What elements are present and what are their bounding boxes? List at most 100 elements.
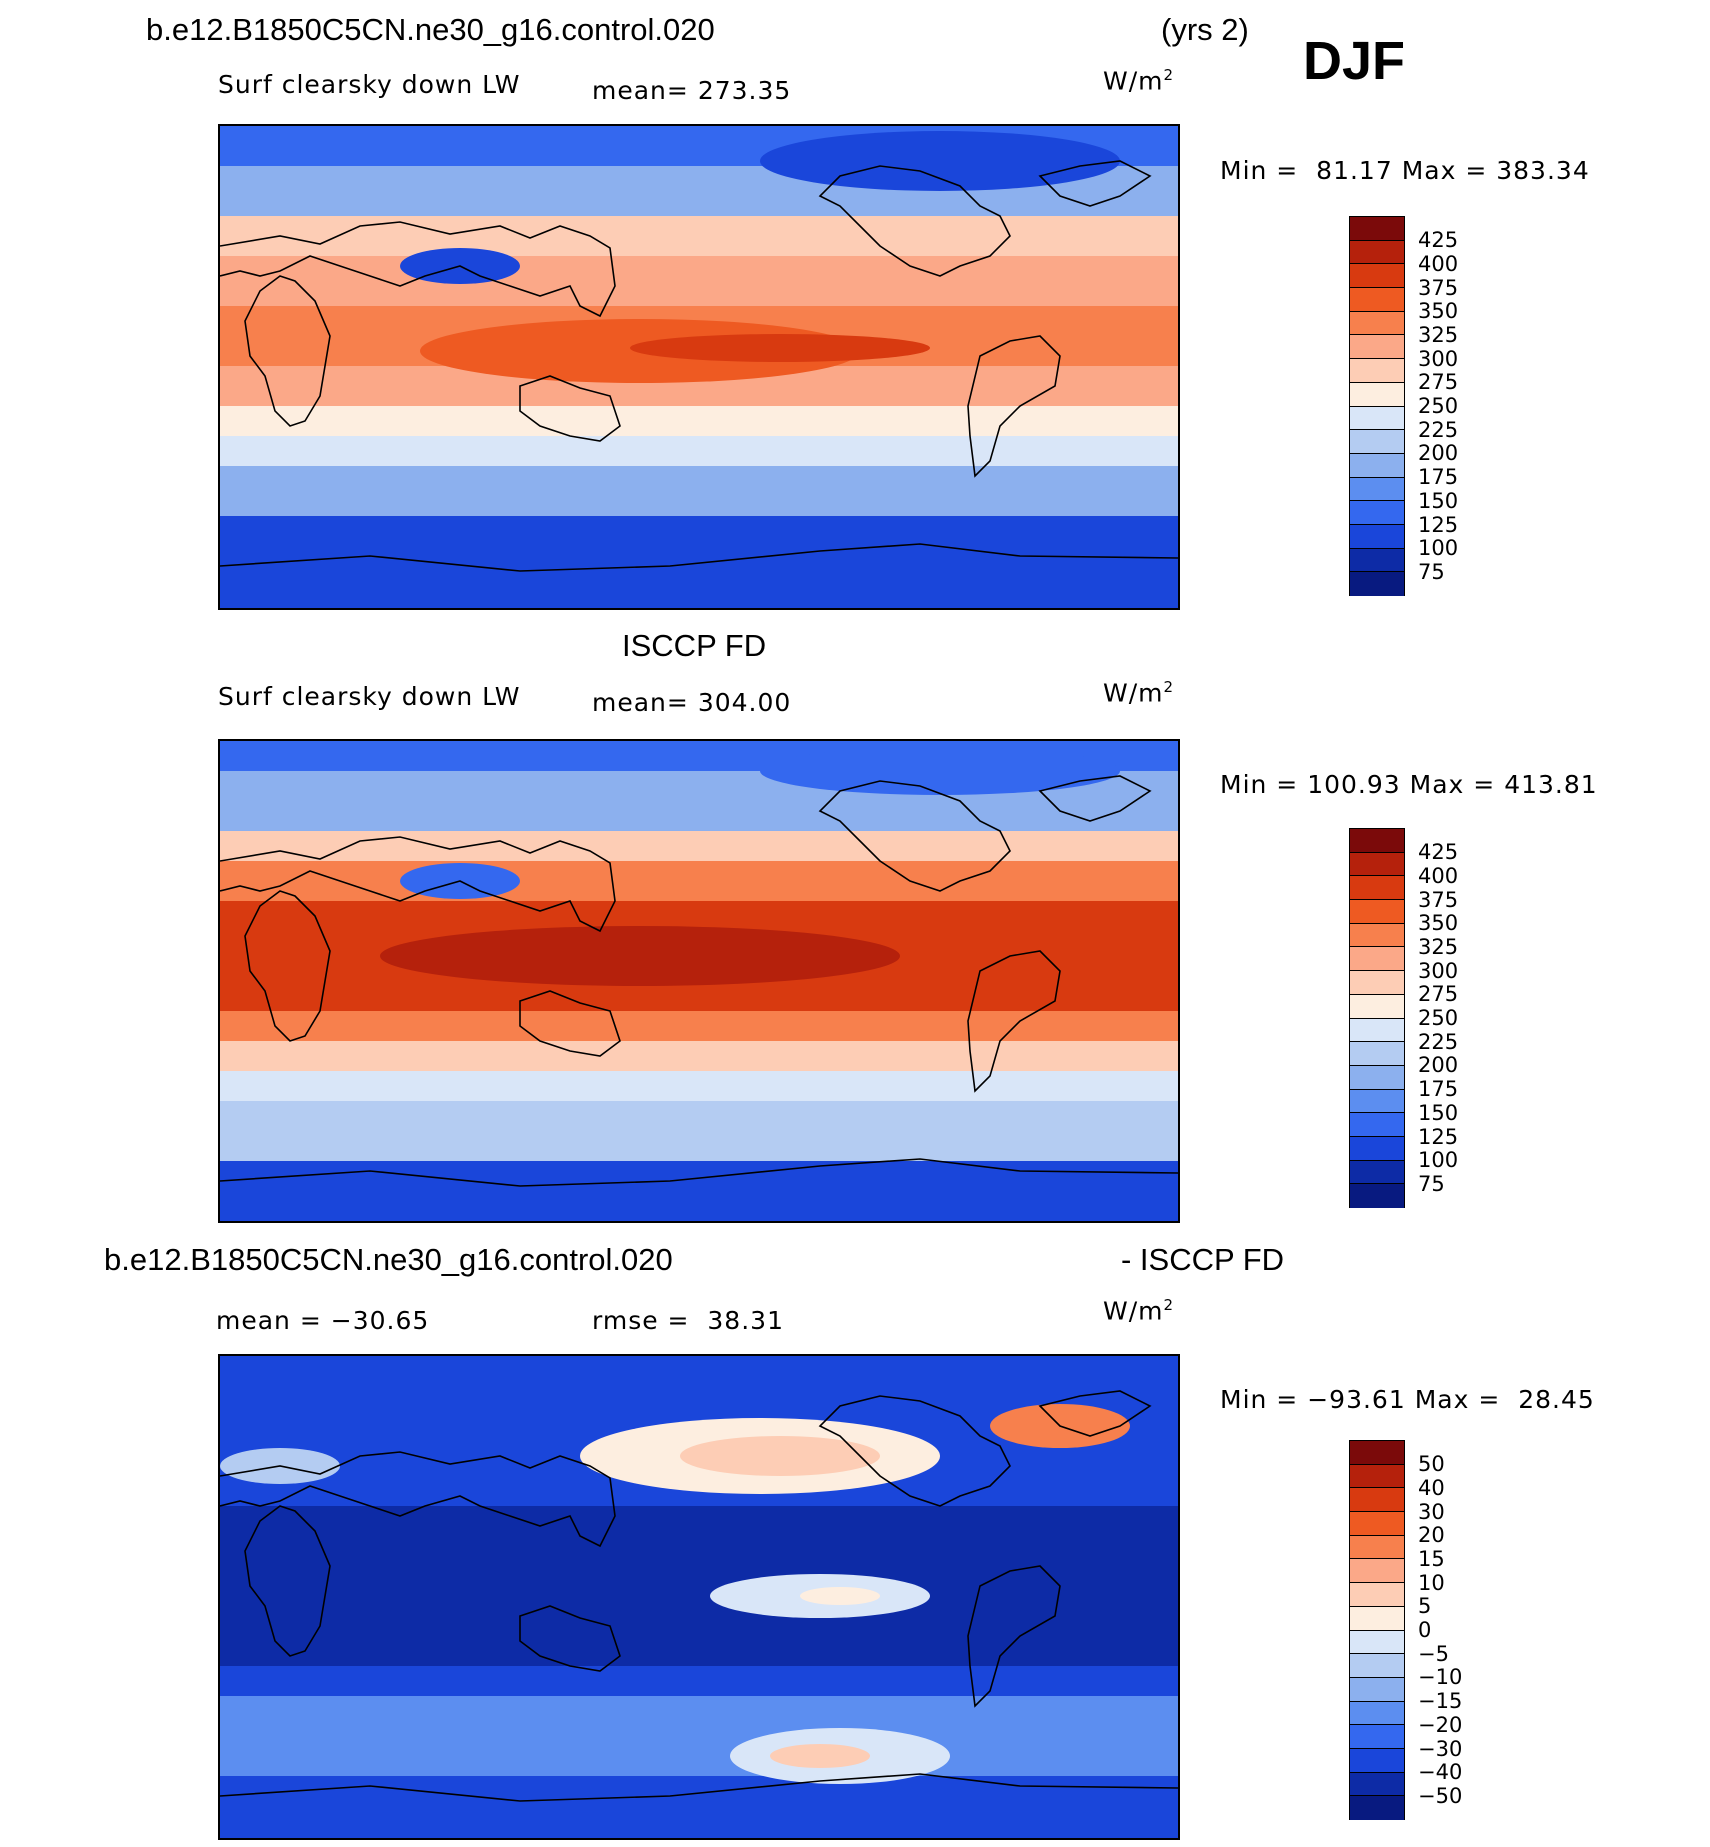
panel3-colorbar-box <box>1350 1464 1404 1489</box>
panel1-colorbar-box <box>1350 406 1404 431</box>
panel1-colorbar <box>1349 216 1405 596</box>
panel3-min-value: −93.61 <box>1307 1385 1406 1414</box>
panel1-minmax: Min = 81.17 Max = 383.34 <box>1220 156 1590 185</box>
panel3-rmse: rmse = 38.31 <box>592 1306 784 1335</box>
panel3-rmse-label: rmse = <box>592 1306 690 1335</box>
panel3-colorbar-box <box>1350 1583 1404 1607</box>
panel2-mean: mean= 304.00 <box>592 688 791 717</box>
panel3-mean: mean = −30.65 <box>216 1306 429 1335</box>
panel1-colorbar-box <box>1350 477 1404 502</box>
panel2-min-label: Min = <box>1220 770 1299 799</box>
p2-band <box>220 1041 1178 1071</box>
panel2-tick-label: 250 <box>1418 1006 1459 1030</box>
panel3-map <box>218 1354 1180 1840</box>
years-label: (yrs 2) <box>1161 12 1249 47</box>
panel3-tick-label: −50 <box>1418 1784 1463 1808</box>
panel1-colorbar-box <box>1350 335 1404 360</box>
panel2-tick-label: 300 <box>1418 959 1459 983</box>
panel2-colorbar-box <box>1350 1065 1404 1090</box>
panel2-colorbar-box <box>1350 1089 1404 1114</box>
panel2-tick-label: 275 <box>1418 982 1459 1006</box>
p2-warm-core <box>380 926 900 986</box>
panel1-units-base: W/m <box>1103 66 1164 96</box>
panel2-tick-label: 350 <box>1418 911 1459 935</box>
panel3-tick-label: 15 <box>1418 1547 1445 1571</box>
panel3-colorbar-box <box>1350 1488 1404 1513</box>
panel1-map <box>218 124 1180 610</box>
p2-band <box>220 1161 1178 1221</box>
panel1-colorbar-box <box>1350 288 1404 312</box>
panel1-mean-label: mean= <box>592 76 689 105</box>
panel3-tick-label: 5 <box>1418 1594 1432 1618</box>
panel2-map <box>218 739 1180 1223</box>
panel2-units-exp: 2 <box>1163 678 1175 696</box>
panel2-colorbar-box <box>1350 1113 1404 1137</box>
panel3-colorbar-box <box>1350 1701 1404 1726</box>
panel3-colorbar-box <box>1350 1772 1404 1797</box>
p1-warm-core <box>630 334 930 362</box>
panel1-case-title: b.e12.B1850C5CN.ne30_g16.control.020 <box>146 12 715 47</box>
panel3-colorbar-box <box>1350 1441 1404 1465</box>
panel2-colorbar-box <box>1350 1160 1404 1185</box>
panel2-tick-label: 225 <box>1418 1030 1459 1054</box>
panel1-tick-label: 75 <box>1418 560 1445 584</box>
panel3-colorbar-box <box>1350 1725 1404 1749</box>
panel1-colorbar-box <box>1350 453 1404 478</box>
panel3-tick-label: 50 <box>1418 1452 1445 1476</box>
panel2-colorbar <box>1349 828 1405 1208</box>
p1-band <box>220 516 1178 608</box>
p1-band <box>220 216 1178 256</box>
panel2-map-svg <box>220 741 1178 1221</box>
panel3-colorbar-box <box>1350 1654 1404 1678</box>
panel3-tick-label: 0 <box>1418 1618 1432 1642</box>
panel1-colorbar-box <box>1350 359 1404 383</box>
panel3-tick-label: −15 <box>1418 1689 1463 1713</box>
p1-band <box>220 256 1178 306</box>
panel3-map-svg <box>220 1356 1178 1838</box>
p1-band <box>220 436 1178 466</box>
p1-cold-arctic <box>760 131 1120 191</box>
season-label: DJF <box>1303 31 1406 91</box>
panel1-colorbar-box <box>1350 264 1404 289</box>
panel3-tick-label: 40 <box>1418 1476 1445 1500</box>
panel1-colorbar-box <box>1350 217 1404 241</box>
panel1-tick-label: 125 <box>1418 513 1459 537</box>
panel2-variable: Surf clearsky down LW <box>218 682 521 711</box>
panel1-max-value: 383.34 <box>1496 156 1590 185</box>
panel1-colorbar-box <box>1350 240 1404 265</box>
panel2-tick-label: 425 <box>1418 840 1459 864</box>
panel2-units-base: W/m <box>1103 678 1164 708</box>
panel3-units-base: W/m <box>1103 1296 1164 1326</box>
panel3-min-label: Min = <box>1220 1385 1299 1414</box>
panel3-tick-label: −5 <box>1418 1642 1449 1666</box>
p2-band <box>220 1101 1178 1161</box>
p1-band <box>220 466 1178 516</box>
panel2-tick-label: 175 <box>1418 1077 1459 1101</box>
panel2-tick-label: 200 <box>1418 1053 1459 1077</box>
panel3-colorbar-box <box>1350 1748 1404 1773</box>
panel2-colorbar-box <box>1350 994 1404 1019</box>
panel1-units: W/m2 <box>1103 66 1174 95</box>
p3-band <box>220 1696 1178 1776</box>
p3-anom <box>680 1436 880 1476</box>
panel1-max-label: Max = <box>1401 156 1488 185</box>
panel2-colorbar-box <box>1350 1136 1404 1161</box>
panel2-mean-value: 304.00 <box>697 688 792 717</box>
panel1-tick-label: 425 <box>1418 228 1459 252</box>
panel2-colorbar-box <box>1350 852 1404 877</box>
panel2-colorbar-box <box>1350 876 1404 901</box>
panel3-tick-label: 20 <box>1418 1523 1445 1547</box>
panel1-colorbar-box <box>1350 548 1404 573</box>
panel3-units: W/m2 <box>1103 1296 1174 1325</box>
panel2-max-label: Max = <box>1409 770 1496 799</box>
panel1-colorbar-box <box>1350 311 1404 336</box>
panel2-mean-label: mean= <box>592 688 689 717</box>
p1-band <box>220 406 1178 436</box>
p3-band <box>220 1506 1178 1666</box>
p2-band <box>220 831 1178 861</box>
panel1-tick-label: 175 <box>1418 465 1459 489</box>
panel3-tick-label: −40 <box>1418 1760 1463 1784</box>
panel2-colorbar-box <box>1350 947 1404 972</box>
panel2-colorbar-box <box>1350 900 1404 924</box>
p2-cold-arctic <box>760 747 1120 795</box>
